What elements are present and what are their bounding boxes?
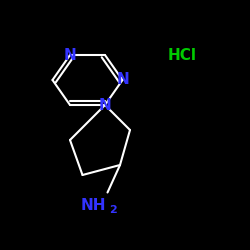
Text: N: N (98, 98, 112, 112)
Text: HCl: HCl (168, 48, 197, 62)
Text: NH: NH (81, 198, 106, 212)
Text: N: N (116, 72, 129, 88)
Text: N: N (64, 48, 76, 62)
Text: 2: 2 (109, 205, 116, 215)
